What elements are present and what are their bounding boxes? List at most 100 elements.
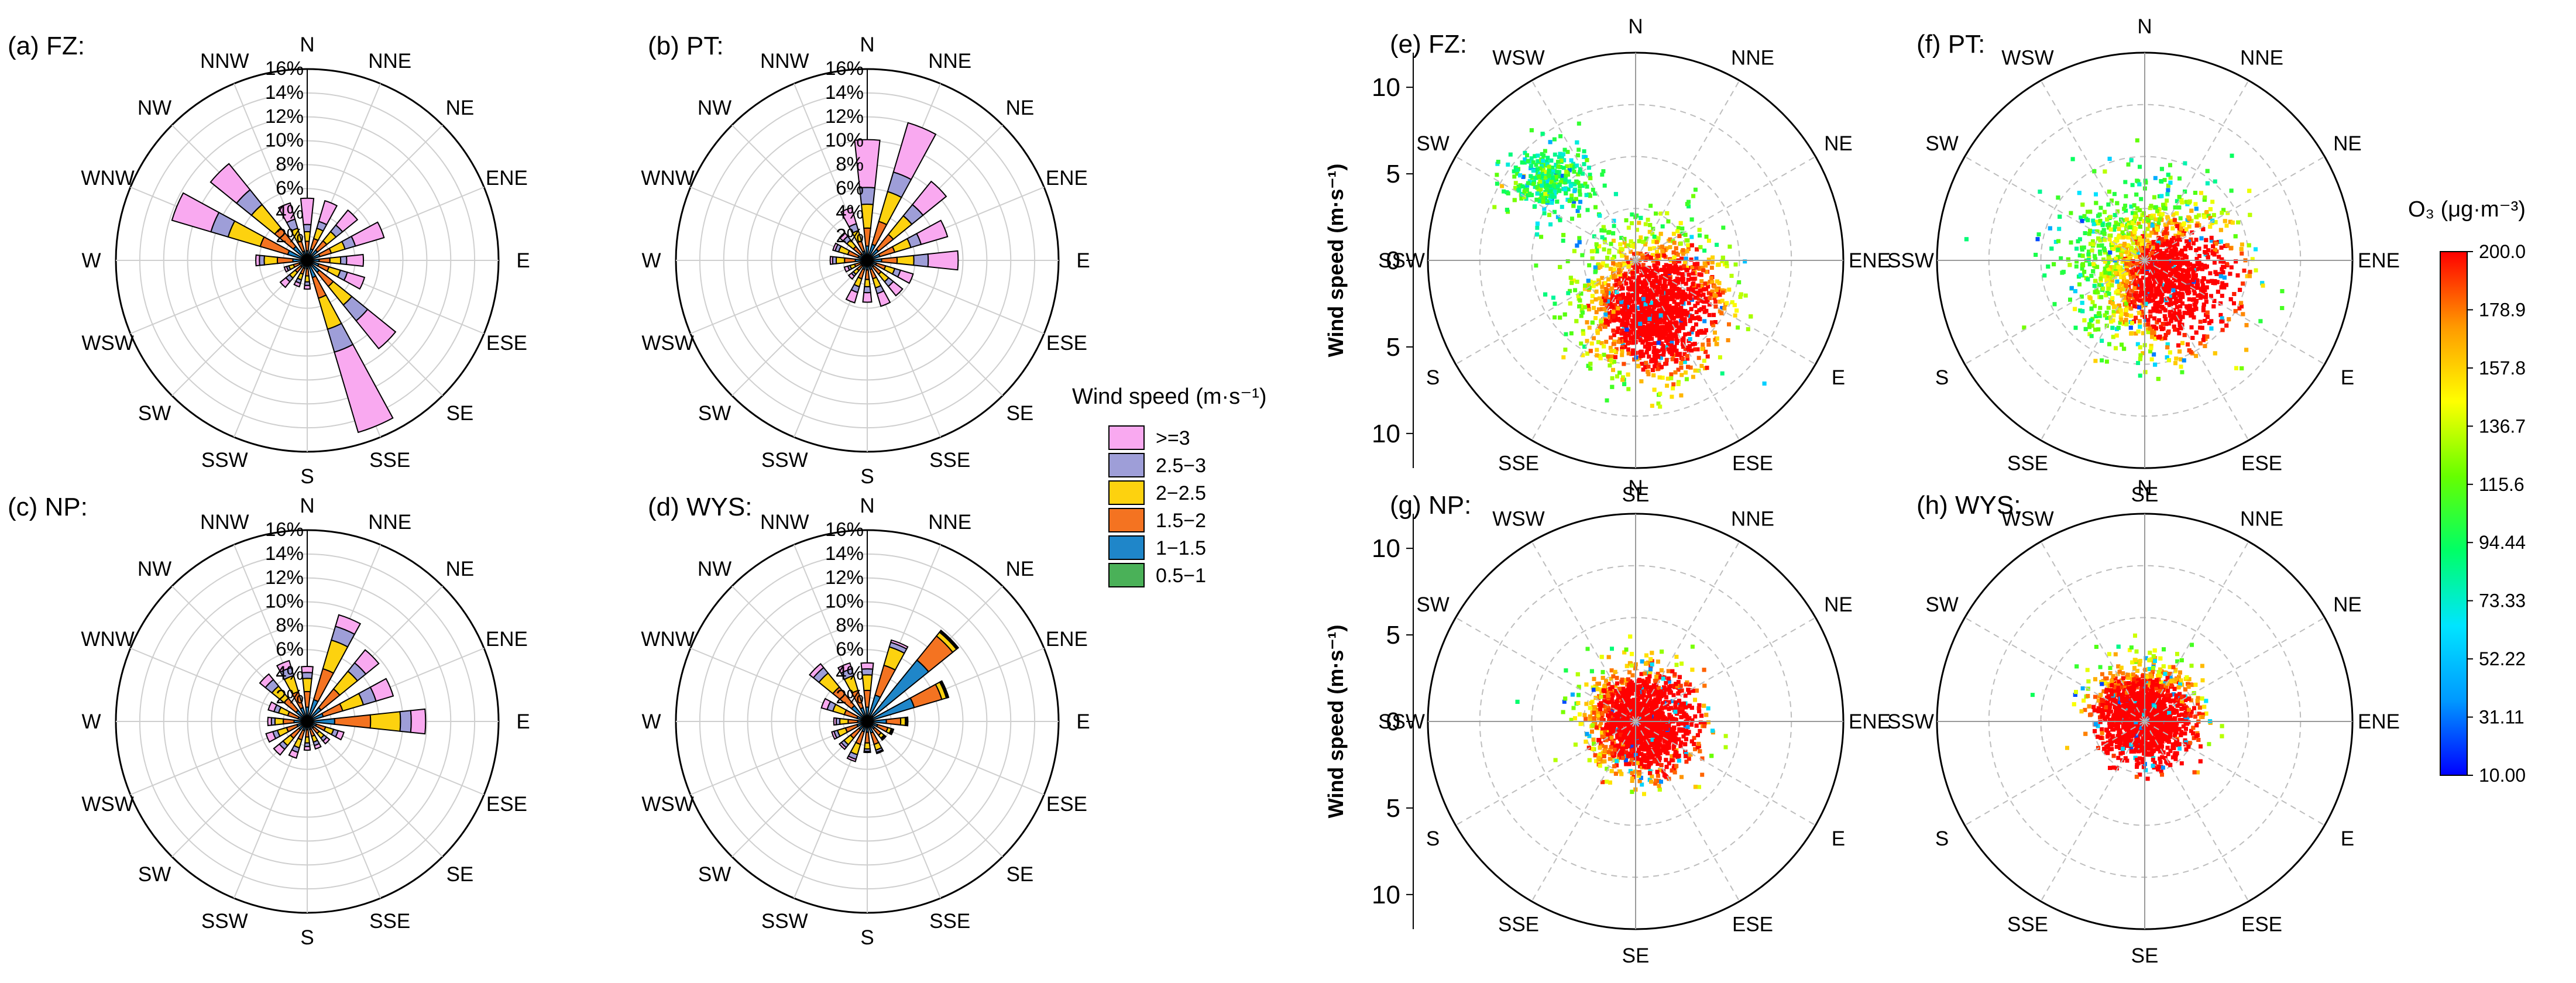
scatter-point xyxy=(1686,365,1691,369)
scatter-point xyxy=(1644,255,1649,259)
scatter-point xyxy=(1665,376,1670,381)
scatter-point xyxy=(1551,169,1556,174)
scatter-point xyxy=(1591,187,1595,192)
scatter-point xyxy=(1596,340,1600,345)
direction-label: WSW xyxy=(81,332,133,355)
scatter-point xyxy=(1515,168,1520,173)
rose-segment xyxy=(899,717,906,726)
scatter-point xyxy=(1587,325,1592,330)
scatter-point xyxy=(1547,212,1551,217)
rose-bar-SW xyxy=(273,721,308,756)
rose-segment xyxy=(334,343,394,434)
scatter-point xyxy=(1599,341,1604,345)
scatter-point xyxy=(1576,121,1581,126)
scatter-point xyxy=(1671,232,1676,236)
scatter-point xyxy=(1658,391,1663,396)
scatter-point xyxy=(1675,294,1679,299)
scatter-point xyxy=(1626,333,1631,338)
scatter-point xyxy=(1593,265,1598,270)
scatter-point xyxy=(1612,342,1616,346)
scatter-point xyxy=(1690,286,1695,291)
scatter-point xyxy=(1508,152,1513,157)
rose-segment xyxy=(369,711,401,732)
rose-segment xyxy=(335,209,359,233)
rose-segment xyxy=(847,719,858,724)
rose-bar-N xyxy=(860,662,874,722)
scatter-point xyxy=(1653,271,1657,276)
scatter-point xyxy=(2170,226,2175,231)
scatter-point xyxy=(1656,349,1661,353)
scatter-point xyxy=(1617,296,1622,301)
rose-segment xyxy=(829,256,834,265)
scatter-point xyxy=(1661,293,1665,298)
direction-label: WSW xyxy=(1492,47,1544,70)
scatter-point xyxy=(1556,164,1561,169)
scatter-point xyxy=(1553,315,1557,319)
radial-tick-label: 10% xyxy=(825,129,864,151)
scatter-point xyxy=(1554,163,1558,167)
rose-segment xyxy=(845,288,858,304)
scatter-point xyxy=(1650,282,1655,287)
scatter-point xyxy=(1539,235,1544,239)
scatter-point xyxy=(1616,339,1621,344)
scatter-point xyxy=(1618,318,1623,323)
scatter-point xyxy=(2191,241,2196,246)
scatter-point xyxy=(1705,354,1710,359)
radial-tick-label: 12% xyxy=(265,566,304,588)
direction-label: SSE xyxy=(929,910,970,933)
rose-bar-SE xyxy=(867,260,904,297)
rose-bar-NNW xyxy=(840,207,868,261)
scatter-point xyxy=(1612,359,1616,364)
scatter-point xyxy=(1620,247,1624,252)
scatter-point xyxy=(1602,322,1606,327)
radial-tick-label: 6% xyxy=(276,638,304,659)
rose-bar-ENE xyxy=(867,219,949,261)
scatter-point xyxy=(1624,218,1629,222)
direction-label: S xyxy=(300,465,314,488)
scatter-point xyxy=(1698,288,1702,293)
scatter-point xyxy=(1687,204,1691,209)
scatter-point xyxy=(1661,274,1665,279)
rose-segment xyxy=(303,690,311,708)
direction-label: NE xyxy=(446,558,475,580)
scatter-point xyxy=(1660,325,1664,329)
scatter-point xyxy=(1675,339,1680,343)
scatter-point xyxy=(1623,303,1627,307)
scatter-point xyxy=(1543,184,1548,189)
scatter-point xyxy=(1695,301,1700,305)
scatter-point xyxy=(1670,357,1675,362)
rose-bar-E xyxy=(867,250,959,271)
rose-segment xyxy=(861,674,873,692)
scatter-point xyxy=(1695,316,1700,320)
rose-segment xyxy=(227,220,265,248)
scatter-point xyxy=(1655,287,1660,292)
scatter-point xyxy=(1593,205,1598,209)
scatter-point xyxy=(2113,213,2117,217)
scatter-point xyxy=(1626,264,1631,269)
scatter-point xyxy=(1631,275,1636,280)
scatter-point xyxy=(1612,255,1616,259)
scatter-point xyxy=(1611,310,1616,314)
scatter-point xyxy=(2130,183,2135,187)
scatter-point xyxy=(1654,240,1659,245)
y-tick-label: 0 xyxy=(1386,246,1400,275)
scatter-point xyxy=(1720,288,1725,293)
scatter-point xyxy=(1620,294,1625,299)
scatter-point xyxy=(1601,225,1606,229)
scatter-point xyxy=(1593,191,1598,196)
rose-segment xyxy=(318,257,331,264)
rose-segment xyxy=(863,286,871,294)
scatter-point xyxy=(1602,292,1606,297)
scatter-point xyxy=(1629,336,1633,341)
scatter-point xyxy=(1620,253,1624,258)
scatter-point xyxy=(1703,349,1708,354)
scatter-point xyxy=(2058,214,2062,219)
scatter-point xyxy=(1545,199,1550,204)
scatter-point xyxy=(1567,179,1571,184)
scatter-point xyxy=(1652,235,1657,239)
scatter-point xyxy=(1683,322,1688,326)
rose-segment xyxy=(277,202,296,224)
scatter-point xyxy=(1644,236,1648,241)
rose-bar-NNE xyxy=(307,200,338,261)
scatter-point xyxy=(1663,283,1667,287)
